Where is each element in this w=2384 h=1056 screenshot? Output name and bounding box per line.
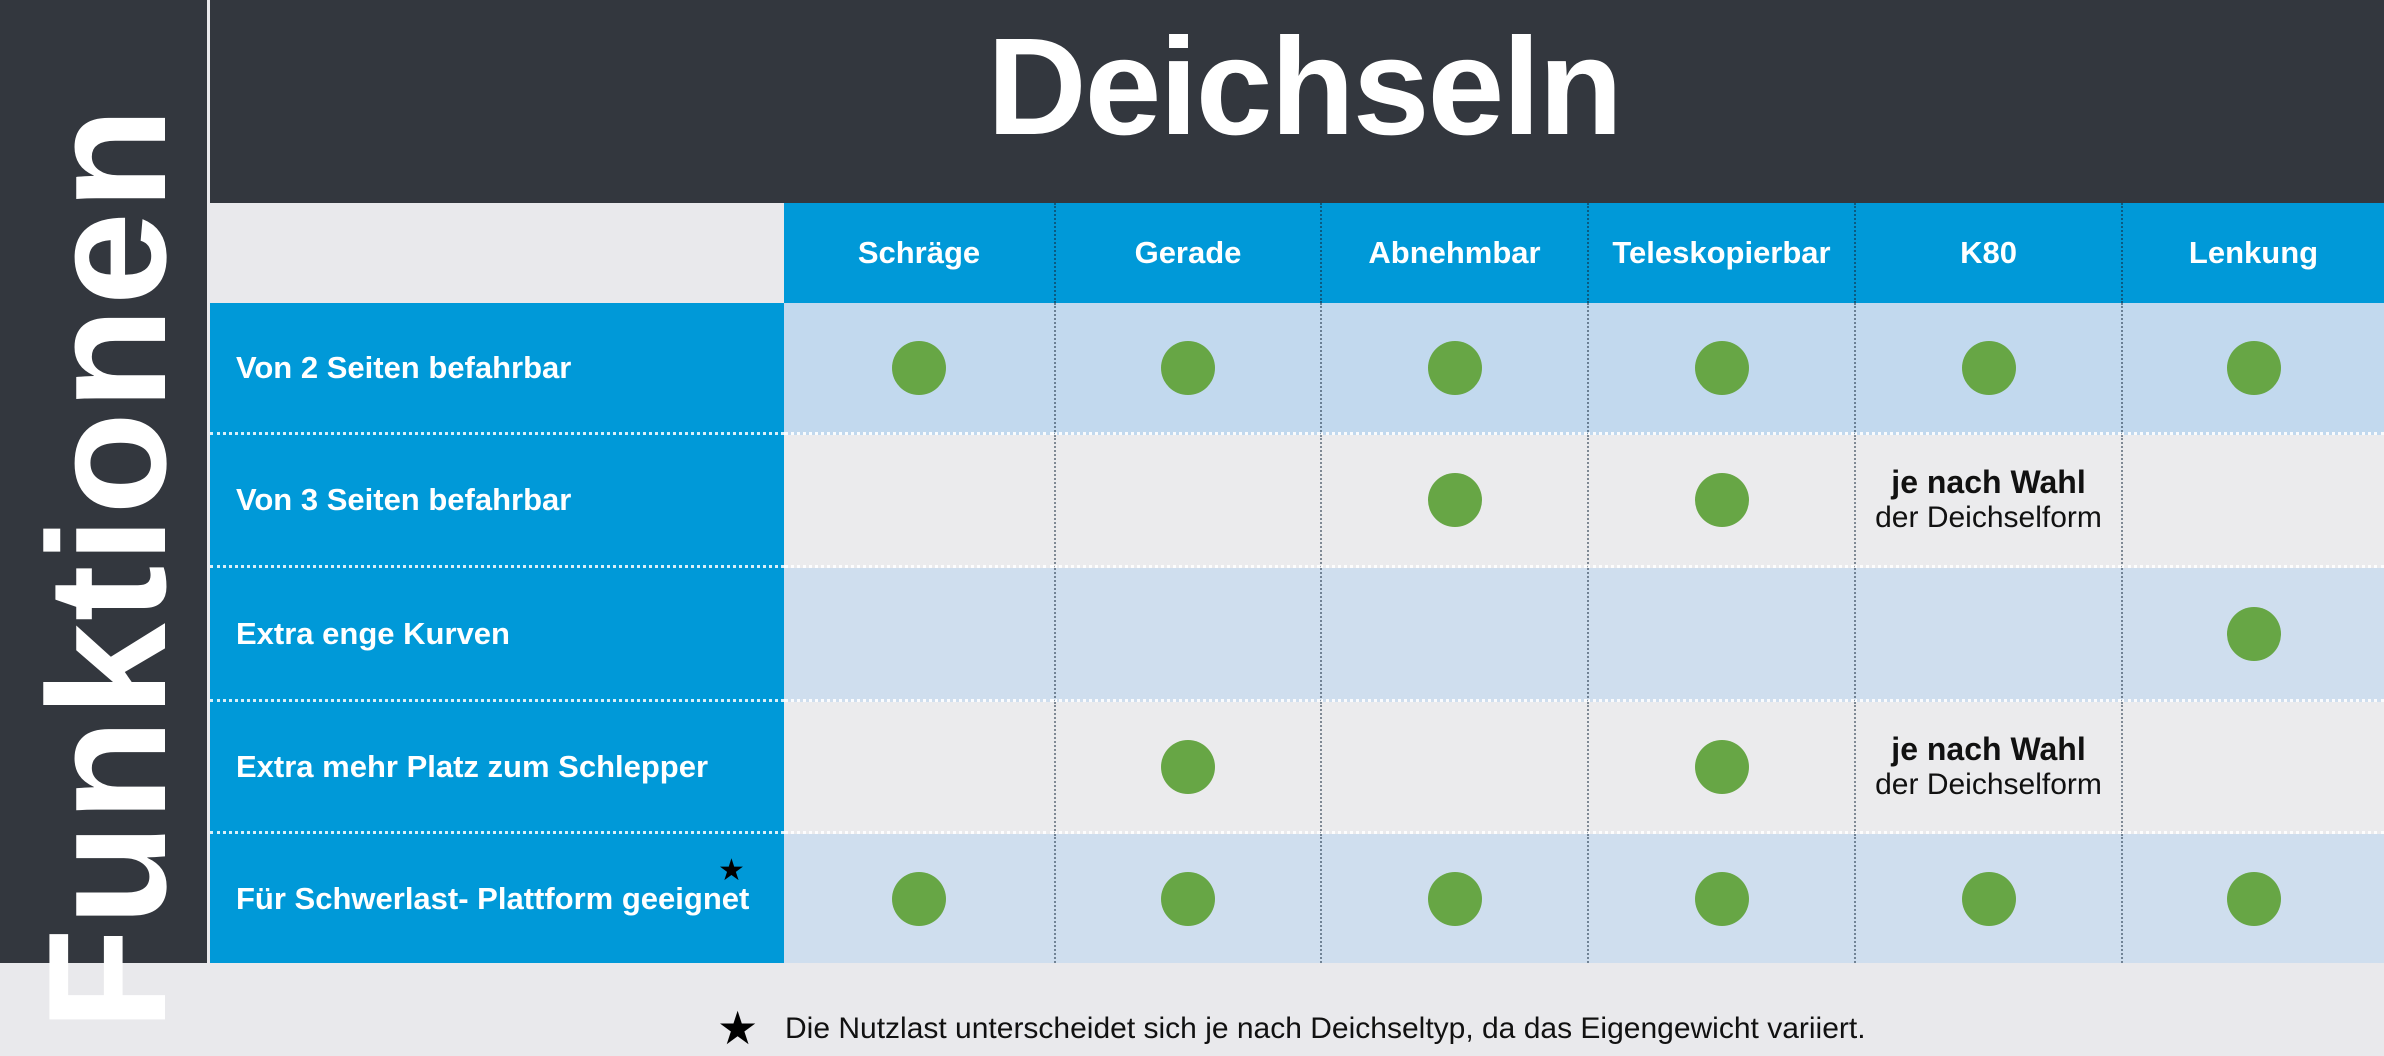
table-cell [1854, 834, 2121, 963]
table-cell [1587, 568, 1854, 702]
cell-note: je nach Wahl der Deichselform [1875, 464, 2102, 535]
table-cell [1854, 303, 2121, 435]
check-dot-icon [1427, 473, 1482, 527]
check-dot-icon [1694, 473, 1749, 527]
side-label: Funktionen [13, 105, 201, 1031]
table-cell [2121, 702, 2384, 834]
check-dot-icon [1694, 871, 1749, 926]
star-icon: ★ [718, 854, 745, 887]
check-dot-icon [892, 871, 946, 926]
table-cell [1054, 435, 1320, 568]
table-cell [1320, 303, 1587, 435]
check-dot-icon [1694, 340, 1749, 395]
cell-note-regular: der Deichselform [1875, 501, 2102, 535]
row-label: Extra enge Kurven [210, 568, 784, 702]
table-cell [1587, 435, 1854, 568]
column-header: Gerade [1054, 203, 1320, 303]
check-dot-icon [1161, 340, 1215, 395]
table-cell [784, 303, 1054, 435]
page-title: Deichseln [987, 10, 1623, 164]
table-cell: je nach Wahl der Deichselform [1854, 702, 2121, 834]
footnote-star-icon: ★ [717, 1002, 759, 1054]
row-label: Von 2 Seiten befahrbar [210, 303, 784, 435]
cell-note-bold: je nach Wahl [1891, 730, 2086, 767]
check-dot-icon [1961, 871, 2016, 926]
table-cell [1320, 834, 1587, 963]
check-dot-icon [1161, 871, 1215, 926]
table-cell [1320, 435, 1587, 568]
check-dot-icon [2226, 606, 2281, 661]
check-dot-icon [2226, 340, 2281, 395]
cell-note-regular: der Deichselform [1875, 767, 2102, 801]
side-panel: Funktionen [0, 0, 207, 1031]
table-cell [1054, 303, 1320, 435]
row-label: Für Schwerlast- Plattform geeignet [210, 834, 784, 963]
table-cell [1054, 568, 1320, 702]
row-label: Extra mehr Platz zum Schlepper [210, 702, 784, 834]
table-cell: je nach Wahl der Deichselform [1854, 435, 2121, 568]
table-corner [210, 203, 784, 303]
table-cell [1587, 303, 1854, 435]
column-header: Abnehmbar [1320, 203, 1587, 303]
cell-note-bold: je nach Wahl [1891, 464, 2086, 501]
check-dot-icon [1427, 340, 1482, 395]
divider [207, 0, 210, 963]
cell-note: je nach Wahl der Deichselform [1875, 731, 2102, 802]
column-header: Schräge [784, 203, 1054, 303]
check-dot-icon [1427, 871, 1482, 926]
table-cell [1587, 702, 1854, 834]
column-header: Teleskopierbar [1587, 203, 1854, 303]
table-cell [1854, 568, 2121, 702]
table-cell [2121, 435, 2384, 568]
header: Deichseln [210, 0, 2384, 203]
table-cell [1054, 702, 1320, 834]
check-dot-icon [2226, 871, 2281, 926]
check-dot-icon [1694, 739, 1749, 794]
footnote: Die Nutzlast unterscheidet sich je nach … [785, 1012, 1866, 1045]
table-cell [784, 702, 1054, 834]
table-cell [784, 435, 1054, 568]
table-cell [784, 568, 1054, 702]
column-header: Lenkung [2121, 203, 2384, 303]
table-cell [1320, 568, 1587, 702]
table-cell [1320, 702, 1587, 834]
check-dot-icon [1961, 340, 2016, 395]
row-label: Von 3 Seiten befahrbar [210, 435, 784, 568]
table-cell [784, 834, 1054, 963]
check-dot-icon [1161, 739, 1215, 794]
table-cell [1587, 834, 1854, 963]
table-cell [2121, 568, 2384, 702]
column-header: K80 [1854, 203, 2121, 303]
check-dot-icon [892, 340, 946, 395]
table-cell [2121, 303, 2384, 435]
table-cell [2121, 834, 2384, 963]
table-cell [1054, 834, 1320, 963]
